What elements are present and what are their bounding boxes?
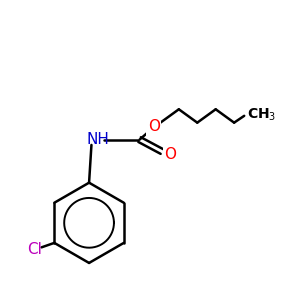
Text: Cl: Cl [28, 242, 42, 257]
Text: CH$_3$: CH$_3$ [248, 106, 277, 122]
Text: NH: NH [86, 132, 110, 147]
Text: O: O [164, 147, 176, 162]
Text: O: O [148, 119, 160, 134]
